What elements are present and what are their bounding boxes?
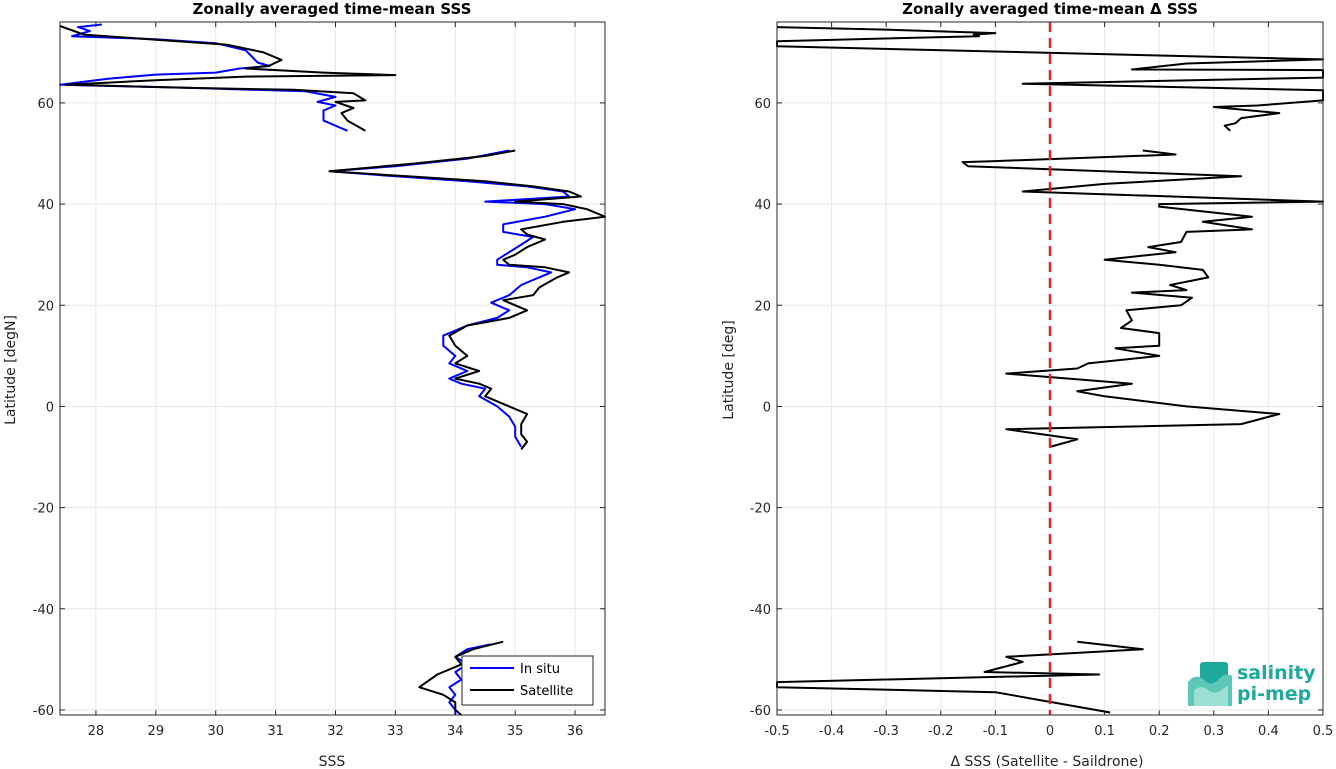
satellite-line [418,640,504,716]
sss-series-lines [59,23,606,716]
x-tick-label: 35 [507,724,524,739]
y-tick-label: 0 [763,400,771,415]
x-tick-label: 0.1 [1094,724,1115,739]
y-tick-label: -40 [750,603,771,618]
delta-sss-tick-labels: -0.5 -0.4 -0.3 -0.2 -0.1 0 0.1 0.2 0.3 0.4 0.5 -60 -… [750,97,1334,739]
logo-text-pi-mep: pi-mep [1237,683,1311,705]
x-tick-label: 33 [387,724,404,739]
legend-satellite-label: Satellite [520,684,573,699]
x-tick-label: 0 [1046,724,1054,739]
sss-chart-title: Zonally averaged time-mean SSS [193,0,472,18]
x-tick-label: 28 [88,724,105,739]
y-tick-label: 0 [46,400,54,415]
x-tick-label: -0.1 [983,724,1008,739]
x-tick-label: 31 [267,724,284,739]
x-tick-label: 0.2 [1149,724,1170,739]
y-tick-label: 40 [37,198,54,213]
sss-y-axis-label: Latitude [degN] [3,315,19,425]
x-tick-label: 32 [327,724,344,739]
x-tick-label: 30 [207,724,224,739]
y-tick-label: -20 [750,502,771,517]
y-tick-label: 60 [754,97,771,112]
x-tick-label: -0.3 [874,724,899,739]
x-tick-label: 36 [567,724,584,739]
x-tick-label: 0.5 [1313,724,1334,739]
y-tick-label: 20 [754,299,771,314]
y-tick-label: -20 [33,502,54,517]
sss-legend: In situ Satellite [461,655,594,706]
sss-x-axis-label: SSS [319,754,346,769]
waves-logo-icon [1188,662,1232,706]
x-tick-label: -0.4 [819,724,844,739]
sss-tick-labels: 28 29 30 31 32 33 34 35 36 -60 -40 -20 0 20 40 60 [33,97,584,739]
sss-gridlines [60,22,605,715]
x-tick-label: -0.2 [928,724,953,739]
x-tick-label: 0.3 [1203,724,1224,739]
satellite-line [59,25,397,132]
delta-sss-chart-title: Zonally averaged time-mean Δ SSS [902,0,1198,18]
y-tick-label: 40 [754,198,771,213]
legend-box [461,655,594,706]
delta-sss-y-axis-label: Latitude [deg] [721,320,737,419]
delta-sss-line [961,149,1324,448]
satellite-line [328,149,606,451]
x-tick-label: 0.4 [1258,724,1279,739]
salinity-pi-mep-logo: salinity pi-mep [1188,662,1316,706]
y-tick-label: 20 [37,299,54,314]
y-tick-label: -60 [750,704,771,719]
y-tick-label: -60 [33,704,54,719]
delta-sss-line [776,640,1144,714]
legend-in-situ-label: In situ [520,662,560,677]
x-tick-label: 34 [447,724,464,739]
y-tick-label: -40 [33,603,54,618]
delta-sss-x-axis-label: Δ SSS (Satellite - Saildrone) [951,754,1144,769]
delta-sss-panel: -0.5 -0.4 -0.3 -0.2 -0.1 0 0.1 0.2 0.3 0.4 0.5 -60 -… [721,0,1333,769]
x-tick-label: 29 [148,724,165,739]
sss-panel: 28 29 30 31 32 33 34 35 36 -60 -40 -20 0 20 40 60 Zonal… [3,0,606,769]
y-tick-label: 60 [37,97,54,112]
x-tick-label: -0.5 [764,724,789,739]
logo-text-salinity: salinity [1237,662,1316,684]
